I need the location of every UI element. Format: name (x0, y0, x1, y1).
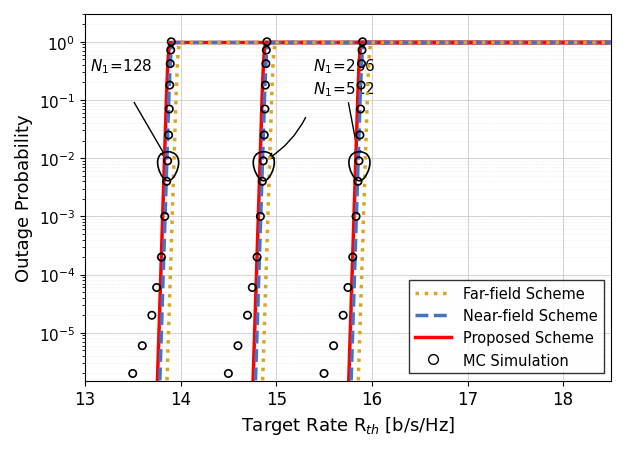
Point (167, 39, 177, 46)
Point (261, 47, 271, 55)
Point (260, 83, 270, 90)
Text: $N_1\!=\!256$: $N_1\!=\!256$ (312, 57, 375, 76)
Point (163, 132, 173, 139)
Point (259, 158, 269, 165)
Point (343, 284, 353, 291)
Point (347, 254, 357, 261)
Point (151, 284, 162, 291)
Point (242, 312, 252, 319)
Point (329, 342, 339, 350)
Point (357, 39, 367, 46)
Point (164, 106, 174, 113)
Point (355, 132, 365, 139)
X-axis label: Target Rate R$_{th}$ [b/s/Hz]: Target Rate R$_{th}$ [b/s/Hz] (241, 414, 455, 436)
Point (128, 370, 138, 377)
Point (257, 178, 267, 185)
Point (166, 47, 176, 55)
Point (247, 284, 257, 291)
Y-axis label: Outage Probability: Outage Probability (15, 114, 33, 281)
Point (137, 342, 147, 350)
Point (356, 83, 366, 90)
Point (156, 254, 167, 261)
Point (338, 312, 348, 319)
Point (261, 61, 271, 68)
Point (162, 178, 172, 185)
Point (353, 178, 363, 185)
Point (165, 83, 175, 90)
Point (357, 47, 367, 55)
Point (160, 213, 170, 221)
Point (262, 39, 272, 46)
Point (351, 213, 361, 221)
Point (233, 342, 243, 350)
Point (223, 370, 233, 377)
Text: $N_1\!=\!128$: $N_1\!=\!128$ (90, 57, 152, 76)
Point (356, 106, 366, 113)
Point (319, 370, 329, 377)
Point (163, 158, 173, 165)
Point (252, 254, 262, 261)
Point (165, 61, 175, 68)
Point (260, 106, 270, 113)
Point (354, 158, 364, 165)
Text: $N_1\!=\!512$: $N_1\!=\!512$ (312, 80, 374, 99)
Point (255, 213, 265, 221)
Point (357, 61, 367, 68)
Point (147, 312, 157, 319)
Point (259, 132, 269, 139)
Legend: Far-field Scheme, Near-field Scheme, Proposed Scheme, MC Simulation: Far-field Scheme, Near-field Scheme, Pro… (409, 280, 603, 373)
